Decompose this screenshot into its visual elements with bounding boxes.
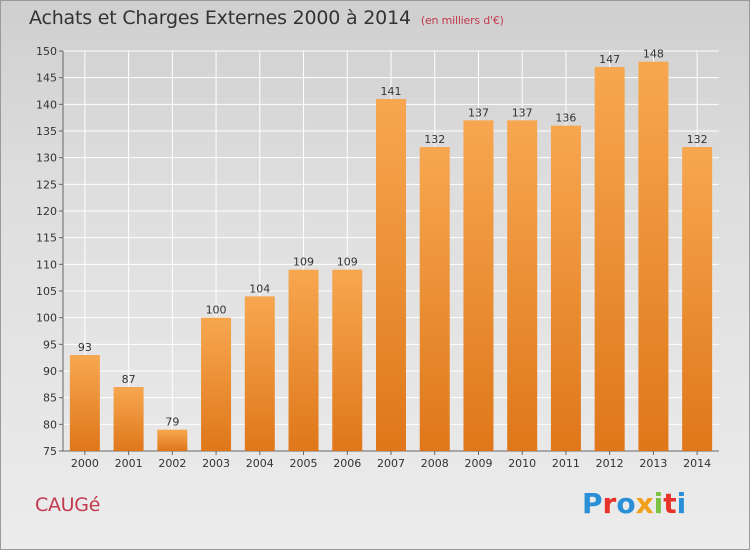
y-tick-label: 95 [43,338,57,351]
y-tick-label: 145 [36,72,57,85]
y-tick-label: 100 [36,312,57,325]
x-tick-label-2013: 2013 [639,457,667,470]
y-tick-label: 90 [43,365,57,378]
y-tick-label: 115 [36,232,57,245]
logo-letter: r [602,487,617,520]
value-label-2005: 109 [293,256,314,269]
labels: 75 80 85 90 95 100 105 110 115 120 125 130 135 140 145… [36,45,711,470]
y-tick-label: 130 [36,152,57,165]
x-tick-label-2010: 2010 [508,457,536,470]
x-tick-label-2003: 2003 [202,457,230,470]
value-label-2010: 137 [512,106,533,119]
value-label-2012: 147 [599,53,620,66]
value-label-2003: 100 [206,304,227,317]
y-tick-label: 75 [43,445,57,458]
y-tick-label: 105 [36,285,57,298]
value-label-2009: 137 [468,106,489,119]
x-tick-label-2014: 2014 [683,457,711,470]
value-label-2006: 109 [337,256,358,269]
bar-2008 [419,147,450,451]
bar-2003 [201,317,232,451]
bar-2007 [376,99,406,451]
logo-letter: i [676,487,687,520]
value-label-2002: 79 [165,416,179,429]
x-tick-label-2008: 2008 [421,457,449,470]
y-tick-label: 150 [36,45,57,58]
bar-2012 [594,67,625,451]
bar-2009 [463,120,494,451]
value-label-2001: 87 [122,373,136,386]
y-tick-label: 110 [36,258,57,271]
bar-2013 [638,61,669,452]
logo-letter: x [635,487,654,520]
y-tick-label: 80 [43,418,57,431]
proxiti-logo: Proxiti [582,487,686,520]
y-tick-label: 125 [36,178,57,191]
bar-2010 [507,120,538,451]
bar-2006 [332,269,363,451]
bar-2000 [69,355,100,451]
value-label-2007: 141 [381,85,402,98]
chart-title: Achats et Charges Externes 2000 à 2014 (e… [29,7,504,29]
x-tick-label-2007: 2007 [377,457,405,470]
value-label-2011: 136 [555,112,576,125]
x-tick-label-2002: 2002 [158,457,186,470]
x-tick-label-2011: 2011 [552,457,580,470]
x-tick-label-2012: 2012 [596,457,624,470]
x-tick-label-2009: 2009 [464,457,492,470]
value-label-2013: 148 [643,48,664,61]
value-label-2000: 93 [78,341,92,354]
x-tick-label-2005: 2005 [290,457,318,470]
y-tick-label: 120 [36,205,57,218]
y-tick-label: 135 [36,125,57,138]
logo-letter: t [663,487,677,520]
place-name: CAUGé [35,494,101,516]
bar-2001 [113,387,144,451]
y-tick-label: 85 [43,392,57,405]
bar-2005 [288,269,319,451]
y-tick-label: 140 [36,98,57,111]
bar-2004 [244,296,275,451]
bar-2002 [157,429,188,451]
logo-letter: i [653,487,664,520]
logo-letter: P [582,487,603,520]
unit-label: (en milliers d'€) [420,14,504,27]
x-tick-label-2006: 2006 [333,457,361,470]
value-label-2008: 132 [424,133,445,146]
x-tick-label-2004: 2004 [246,457,274,470]
value-label-2004: 104 [249,282,270,295]
bars [69,61,713,452]
bar-2014 [682,147,713,451]
logo-letter: o [616,487,636,520]
x-tick-label-2000: 2000 [71,457,99,470]
bar-2011 [550,125,581,452]
x-tick-label-2001: 2001 [115,457,143,470]
title-text: Achats et Charges Externes 2000 à 2014 [29,7,411,29]
value-label-2014: 132 [687,133,708,146]
